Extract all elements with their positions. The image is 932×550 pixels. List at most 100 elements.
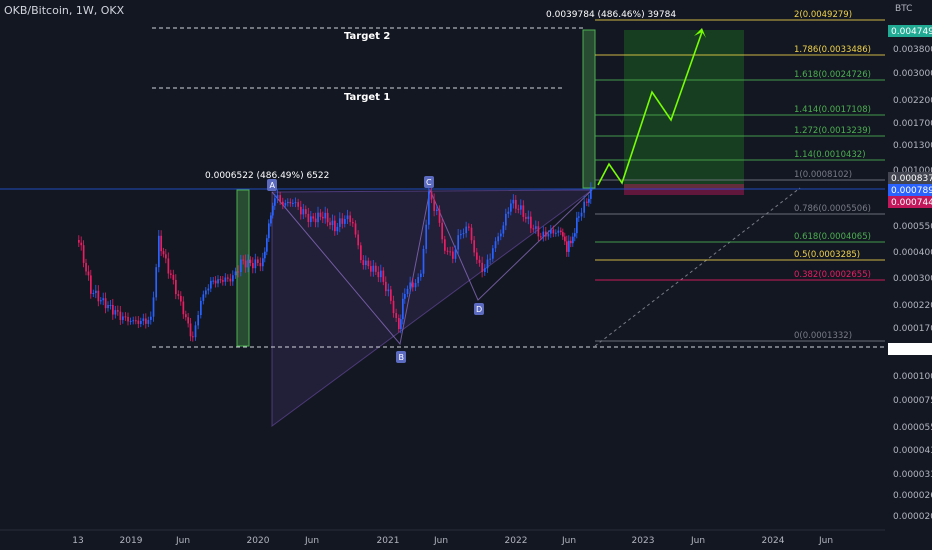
candle-body	[507, 211, 510, 214]
candle-body	[417, 277, 420, 284]
candle-body	[207, 288, 210, 291]
candle-body	[237, 271, 240, 273]
candle-body	[276, 195, 279, 199]
candle-body	[210, 280, 212, 289]
candle-body	[433, 199, 436, 211]
candle-body	[460, 234, 462, 236]
point-d: D	[474, 303, 484, 315]
price-tick: 0.0000330	[893, 470, 932, 480]
price-tick: 0.0004000	[893, 248, 932, 258]
candle-body	[314, 218, 317, 223]
candle-body	[489, 258, 492, 260]
candle-body	[590, 187, 592, 199]
candle-body	[310, 216, 312, 223]
candle-body	[109, 304, 112, 306]
svg-text:D: D	[476, 305, 482, 314]
price-tick: 0.0000430	[893, 446, 932, 456]
measure-1-label: 0.0006522 (486.49%) 6522	[205, 171, 329, 181]
candle-body	[90, 275, 92, 294]
candle-body	[262, 258, 264, 267]
candle-body	[124, 316, 127, 318]
candle-body	[192, 336, 194, 338]
candle-body	[95, 290, 97, 294]
price-tag-label: 0.0047493	[891, 27, 932, 37]
candle-body	[289, 201, 292, 204]
candle-body	[307, 213, 310, 223]
candle-body	[135, 320, 137, 322]
candle-body	[525, 216, 527, 219]
candle-body	[505, 213, 507, 226]
candle-body	[557, 230, 560, 233]
price-tick: 0.0010000	[893, 166, 932, 176]
candle-body	[470, 227, 473, 241]
candle-body	[540, 236, 542, 238]
candle-body	[452, 251, 454, 259]
candle-body	[177, 294, 180, 296]
time-tick: 2024	[762, 536, 785, 546]
time-tick: Jun	[818, 536, 833, 546]
candle-body	[129, 320, 132, 322]
candle-body	[392, 300, 395, 314]
symbol-title[interactable]: OKB/Bitcoin, 1W, OKX	[4, 4, 125, 17]
price-axis[interactable]: 0.0038000 0.0030000 0.0022000 0.0017000 0.00…	[893, 45, 932, 522]
abcd-pattern-line	[271, 188, 593, 346]
time-axis[interactable]: 13 2019 Jun 2020 Jun 2021 Jun 2022 Jun 2023 Jun 202…	[72, 536, 833, 546]
candle-body	[390, 289, 392, 301]
candle-body	[240, 259, 242, 273]
candle-body	[428, 191, 430, 225]
price-tick: 0.0001000	[893, 372, 932, 382]
measure-bar-2	[582, 29, 596, 189]
candle-body	[339, 218, 341, 227]
candle-body	[560, 230, 562, 233]
candle-body	[441, 222, 444, 240]
candle-body	[117, 310, 119, 312]
candle-body	[279, 195, 282, 202]
candle-body	[422, 248, 425, 274]
candle-body	[380, 270, 382, 278]
candle-body	[87, 271, 90, 276]
candle-body	[100, 300, 102, 302]
candle-body	[205, 290, 207, 295]
candle-body	[552, 229, 555, 234]
candle-body	[334, 220, 336, 232]
time-tick: Jun	[561, 536, 576, 546]
candle-body	[576, 217, 578, 234]
candle-body	[214, 280, 217, 284]
candle-body	[107, 304, 109, 309]
candle-body	[274, 198, 276, 206]
time-tick: 2019	[120, 536, 143, 546]
candle-body	[219, 279, 222, 281]
candle-body	[583, 201, 586, 213]
candle-body	[97, 290, 100, 302]
candle-body	[259, 263, 262, 267]
candle-body	[336, 226, 339, 232]
candle-body	[234, 271, 237, 276]
candle-body	[580, 212, 583, 217]
price-tick: 0.0013000	[893, 141, 932, 151]
fib-label: 0.5(0.0003285)	[794, 250, 860, 260]
time-tick: Jun	[175, 536, 190, 546]
candle-body	[473, 240, 476, 253]
candle-body	[167, 258, 170, 274]
candle-body	[515, 199, 517, 209]
currency-label: BTC	[895, 4, 913, 14]
candle-body	[175, 279, 177, 295]
candle-body	[365, 260, 367, 266]
candle-body	[500, 233, 502, 237]
candle-body	[570, 240, 572, 244]
candle-body	[287, 201, 289, 204]
candle-body	[566, 241, 568, 252]
candle-body	[344, 219, 346, 224]
candle-body	[425, 224, 428, 249]
price-tick: 0.0002200	[893, 301, 932, 311]
candle-body	[537, 226, 540, 237]
candle-body	[449, 251, 452, 253]
candle-body	[147, 319, 150, 324]
candle-body	[297, 202, 300, 207]
candle-body	[292, 202, 294, 204]
measure-bar-1	[236, 189, 250, 347]
candle-body	[588, 198, 590, 203]
candle-body	[568, 240, 570, 252]
